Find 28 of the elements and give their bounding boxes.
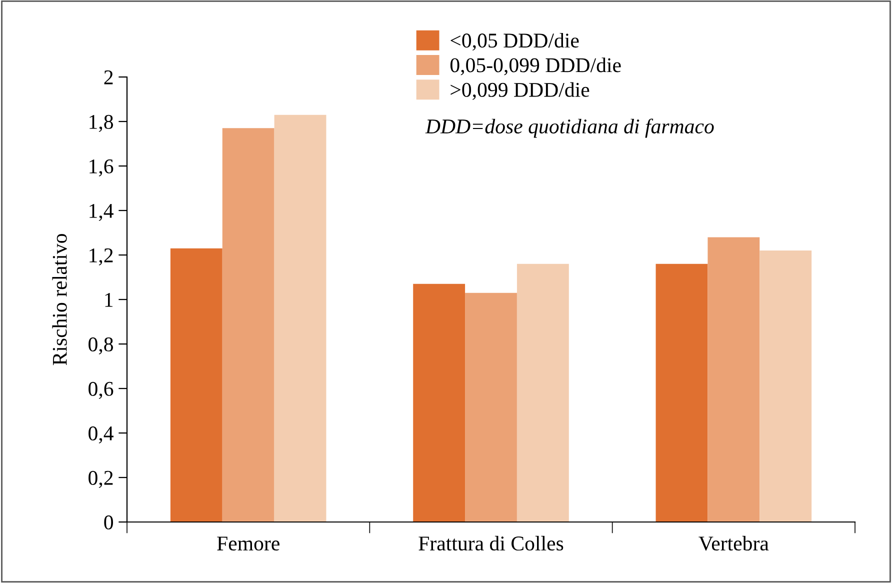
bar [413,284,466,522]
y-tick-label: 0,8 [88,337,114,354]
bar [708,237,760,522]
y-tick-label: 1,6 [90,159,114,176]
bar [760,250,812,522]
y-tick-label: 1,4 [90,204,114,221]
bar [274,114,326,522]
y-tick-label: 0 [104,515,114,530]
y-tick-label: 1,2 [90,248,113,266]
bar [222,128,274,522]
x-tick-label: Femore [217,536,280,551]
y-tick-label: 0,6 [88,382,114,399]
legend-label: >0,099 DDD/die [450,82,590,100]
bar [465,292,517,522]
y-tick-label: 1 [105,292,113,307]
y-axis-title: Rischio relativo [52,234,67,366]
bar [656,264,708,522]
y-tick-label: 0,2 [88,470,113,488]
x-tick-label: Vertebra [698,536,769,551]
legend-label: 0,05-0,099 DDD/die [450,58,621,76]
y-tick-label: 2 [104,70,113,84]
x-tick-label: Frattura di Colles [418,536,564,551]
annotation: DDD=dose quotidiana di farmaco [425,118,714,138]
y-tick-label: 0,4 [88,426,114,444]
bar [170,248,222,522]
y-tick-label: 1,8 [90,114,114,132]
bar [516,264,569,522]
legend-label: <0,05 DDD/die [450,32,579,51]
